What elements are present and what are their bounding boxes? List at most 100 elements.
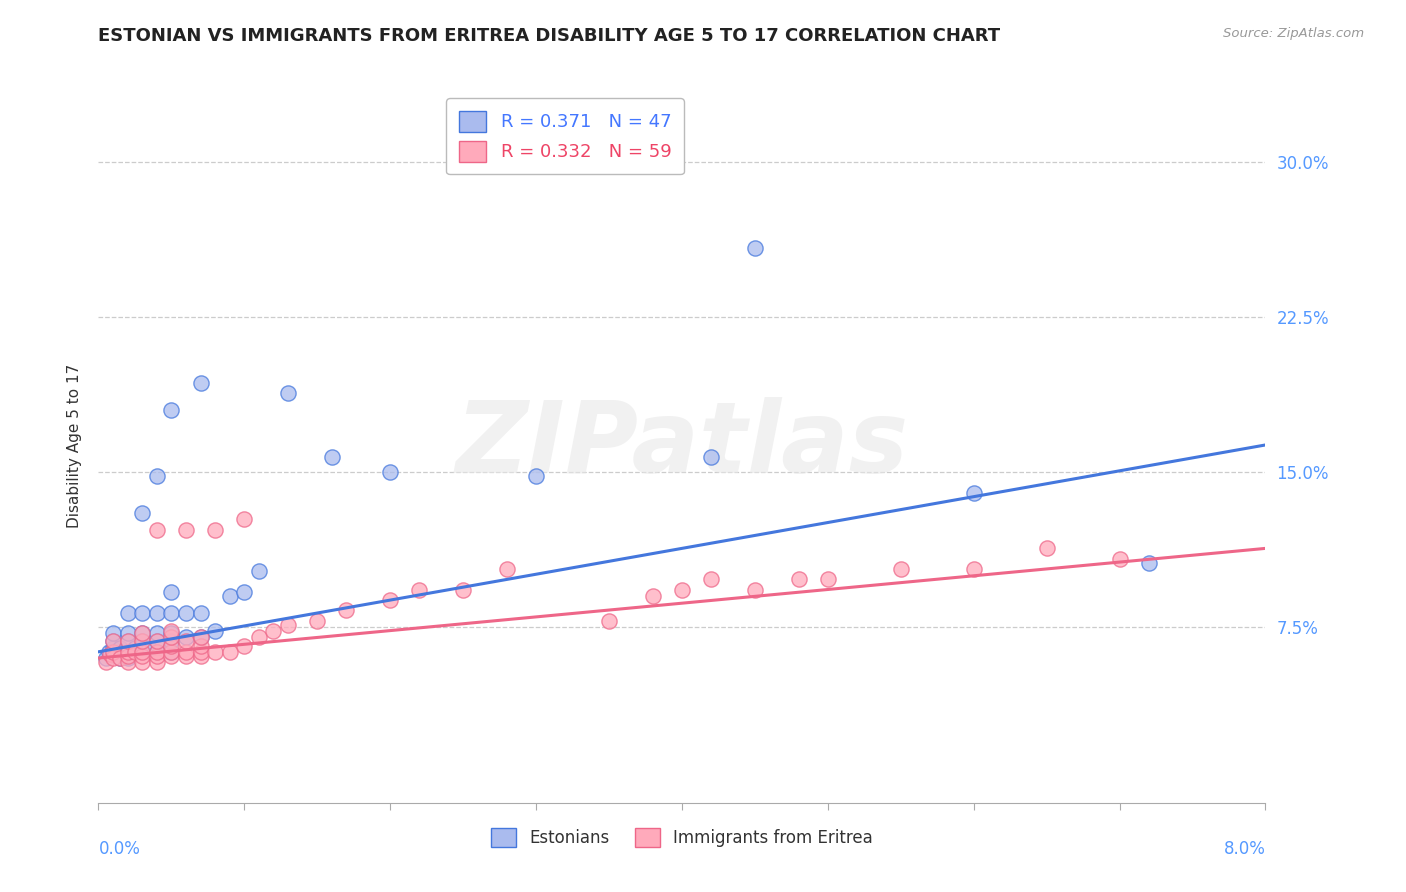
Point [744,582,766,597]
Point [124,645,146,659]
Point [117,606,139,620]
Point [131,648,153,663]
Point [101,634,124,648]
Point [233,639,256,653]
Point [138,640,160,655]
Point [94,655,117,669]
Point [204,624,226,639]
Text: 0.0%: 0.0% [98,840,141,858]
Point [146,655,169,669]
Point [174,634,197,648]
Point [110,651,132,665]
Point [160,639,183,653]
Point [110,640,132,655]
Point [160,626,183,640]
Y-axis label: Disability Age 5 to 17: Disability Age 5 to 17 [66,364,82,528]
Point [146,626,169,640]
Point [101,651,124,665]
Point [117,655,139,669]
Point [146,634,169,648]
Point [101,640,124,655]
Point [218,589,240,603]
Point [174,648,197,663]
Point [117,645,139,659]
Point [451,582,474,597]
Point [962,562,984,576]
Point [524,469,547,483]
Point [204,645,226,659]
Point [160,648,183,663]
Point [307,614,329,628]
Point [190,376,212,390]
Text: 8.0%: 8.0% [1223,840,1265,858]
Point [233,512,256,526]
Point [117,634,139,648]
Point [190,645,212,659]
Point [146,645,169,659]
Point [787,573,810,587]
Point [97,645,120,659]
Point [131,626,153,640]
Point [700,450,723,465]
Point [204,523,226,537]
Point [380,593,402,607]
Text: ZIPatlas: ZIPatlas [456,398,908,494]
Point [131,634,153,648]
Point [110,651,132,665]
Point [1137,556,1160,570]
Point [131,634,153,648]
Point [335,603,357,617]
Point [262,624,284,639]
Point [160,584,183,599]
Point [146,648,169,663]
Point [496,562,519,576]
Point [131,506,153,520]
Point [190,648,212,663]
Point [117,645,139,659]
Point [146,469,169,483]
Point [174,606,197,620]
Point [277,386,299,401]
Point [131,645,153,659]
Point [131,645,153,659]
Point [117,634,139,648]
Point [160,630,183,644]
Point [247,630,270,644]
Point [101,645,124,659]
Point [146,645,169,659]
Point [700,573,723,587]
Point [101,634,124,648]
Point [160,634,183,648]
Point [277,618,299,632]
Point [174,523,197,537]
Point [117,648,139,663]
Point [131,655,153,669]
Point [160,606,183,620]
Point [817,573,839,587]
Point [174,645,197,659]
Point [1108,551,1130,566]
Point [94,651,117,665]
Point [598,614,620,628]
Point [190,639,212,653]
Point [131,626,153,640]
Point [962,485,984,500]
Point [671,582,693,597]
Point [117,626,139,640]
Point [146,523,169,537]
Text: ESTONIAN VS IMMIGRANTS FROM ERITREA DISABILITY AGE 5 TO 17 CORRELATION CHART: ESTONIAN VS IMMIGRANTS FROM ERITREA DISA… [98,27,1001,45]
Point [190,630,212,644]
Point [1035,541,1057,556]
Point [744,242,766,256]
Point [160,624,183,639]
Point [890,562,912,576]
Point [190,606,212,620]
Point [146,634,169,648]
Point [124,640,146,655]
Point [98,647,121,661]
Text: Source: ZipAtlas.com: Source: ZipAtlas.com [1223,27,1364,40]
Point [146,606,169,620]
Point [117,651,139,665]
Point [233,584,256,599]
Point [160,645,183,659]
